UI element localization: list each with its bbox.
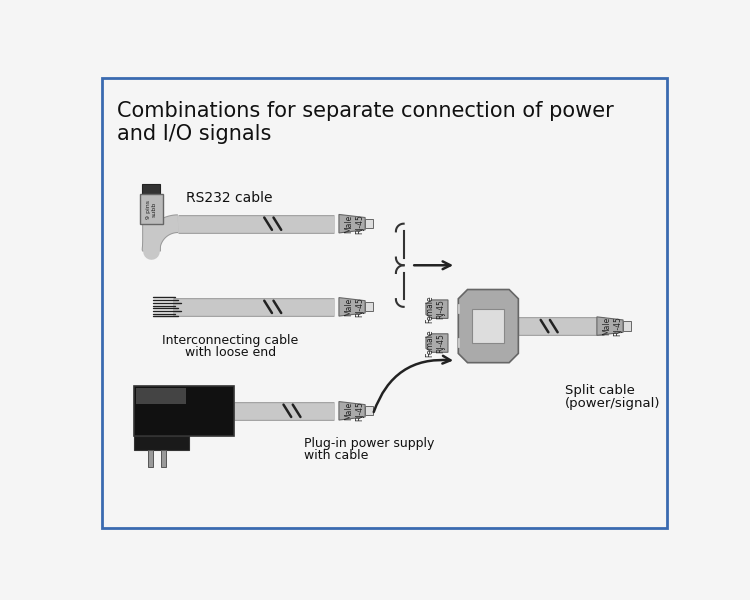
Bar (136, 388, 187, 404)
Text: Male
RJ-45: Male RJ-45 (344, 214, 364, 233)
Bar (148, 449, 153, 467)
Polygon shape (426, 334, 448, 352)
Text: Male
RJ-45: Male RJ-45 (602, 316, 622, 336)
Text: RS232 cable: RS232 cable (187, 191, 273, 205)
Bar (472, 309, 505, 343)
Text: Combinations for separate connection of power: Combinations for separate connection of … (117, 101, 614, 121)
Polygon shape (339, 214, 365, 233)
Bar (134, 436, 189, 449)
Polygon shape (426, 300, 448, 319)
Text: Male
RJ-45: Male RJ-45 (344, 297, 364, 317)
Bar (134, 386, 234, 436)
Text: with loose end: with loose end (184, 346, 276, 359)
Bar (142, 184, 160, 194)
Text: Plug-in power supply: Plug-in power supply (304, 437, 434, 450)
Text: and I/O signals: and I/O signals (117, 124, 272, 145)
Text: (power/signal): (power/signal) (566, 397, 661, 410)
FancyBboxPatch shape (102, 78, 667, 528)
Text: Split cable: Split cable (566, 384, 635, 397)
Polygon shape (597, 317, 623, 335)
Polygon shape (339, 401, 365, 420)
Polygon shape (140, 194, 163, 224)
Polygon shape (365, 219, 373, 229)
Text: Male
RJ-45: Male RJ-45 (344, 401, 364, 421)
Bar (161, 449, 166, 467)
Polygon shape (623, 322, 631, 331)
Text: Female
RJ-45: Female RJ-45 (426, 329, 445, 357)
Polygon shape (365, 406, 373, 415)
Polygon shape (339, 298, 365, 316)
Text: with cable: with cable (304, 449, 368, 462)
Polygon shape (458, 290, 518, 362)
Text: Female
RJ-45: Female RJ-45 (426, 295, 445, 323)
Text: 9 pins
subb: 9 pins subb (146, 200, 157, 218)
Polygon shape (365, 302, 373, 311)
Text: Interconnecting cable: Interconnecting cable (162, 334, 298, 347)
